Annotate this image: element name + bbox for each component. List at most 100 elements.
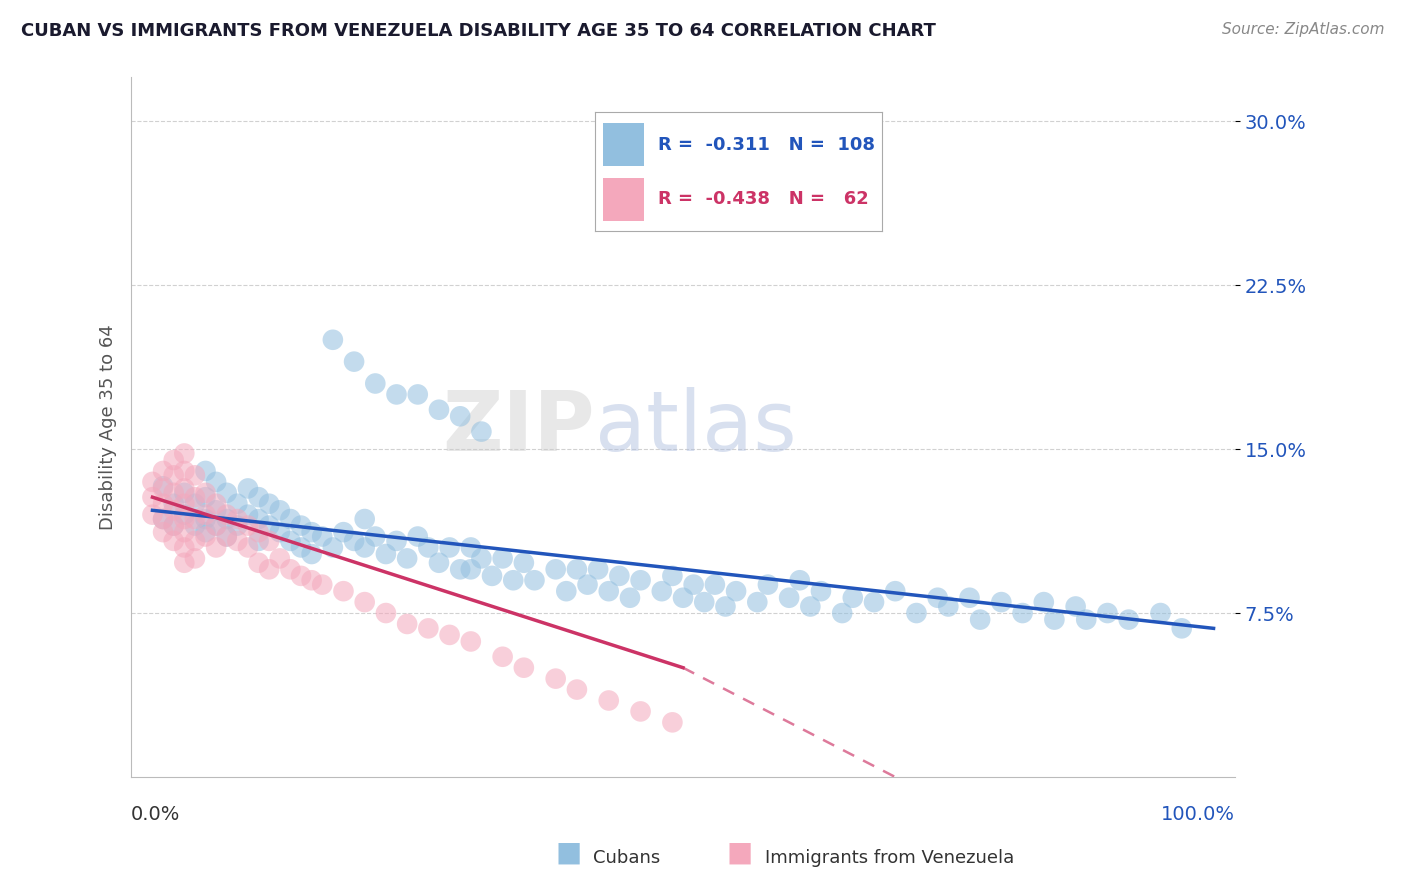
Point (215, 485, 238, 500)
Point (778, 591, 800, 605)
Point (152, 512, 174, 526)
Point (247, 556, 270, 570)
Point (290, 541, 312, 555)
Point (756, 577, 779, 591)
Point (1076, 613, 1098, 627)
Point (163, 518, 186, 533)
Point (184, 512, 207, 526)
Point (301, 525, 323, 540)
Point (619, 591, 641, 605)
Point (544, 562, 567, 576)
Point (173, 508, 195, 522)
Point (226, 497, 249, 511)
Point (205, 503, 228, 517)
Point (1097, 606, 1119, 620)
Point (714, 599, 737, 614)
Point (141, 475, 163, 489)
Point (152, 512, 174, 526)
Text: Source: ZipAtlas.com: Source: ZipAtlas.com (1222, 22, 1385, 37)
Point (205, 518, 228, 533)
Text: atlas: atlas (595, 387, 796, 467)
Point (215, 508, 238, 522)
Point (236, 541, 259, 555)
Point (194, 464, 217, 478)
Point (290, 569, 312, 583)
Point (247, 525, 270, 540)
Point (343, 533, 366, 548)
Point (936, 599, 959, 614)
Point (205, 475, 228, 489)
Text: ■: ■ (727, 839, 754, 867)
Point (290, 518, 312, 533)
Point (693, 595, 716, 609)
Point (470, 425, 492, 439)
Text: ZIP: ZIP (443, 387, 595, 467)
Point (194, 525, 217, 540)
Point (257, 533, 280, 548)
Point (152, 479, 174, 493)
Point (173, 485, 195, 500)
Point (141, 508, 163, 522)
Point (226, 533, 249, 548)
Point (364, 529, 387, 543)
Point (257, 562, 280, 576)
Point (905, 606, 928, 620)
Point (385, 533, 408, 548)
Point (163, 503, 186, 517)
Point (332, 525, 354, 540)
Text: 0.0%: 0.0% (131, 805, 180, 824)
Point (630, 705, 652, 719)
Point (374, 547, 396, 561)
Point (184, 551, 207, 566)
Point (481, 569, 503, 583)
Y-axis label: Disability Age 35 to 64: Disability Age 35 to 64 (100, 325, 117, 530)
Point (427, 556, 450, 570)
Point (576, 577, 599, 591)
Text: ■: ■ (555, 839, 582, 867)
Point (630, 574, 652, 588)
Point (491, 649, 513, 664)
Point (194, 508, 217, 522)
Point (173, 464, 195, 478)
Point (523, 574, 546, 588)
Point (194, 490, 217, 504)
Point (927, 591, 949, 605)
Point (353, 512, 375, 526)
Point (152, 482, 174, 496)
Point (555, 584, 578, 599)
Point (226, 518, 249, 533)
Point (513, 661, 536, 675)
Point (269, 551, 291, 566)
Point (439, 541, 461, 555)
Text: Immigrants from Venezuela: Immigrants from Venezuela (765, 849, 1014, 867)
Point (353, 595, 375, 609)
Point (152, 497, 174, 511)
Point (491, 551, 513, 566)
Point (236, 518, 259, 533)
Text: CUBAN VS IMMIGRANTS FROM VENEZUELA DISABILITY AGE 35 TO 64 CORRELATION CHART: CUBAN VS IMMIGRANTS FROM VENEZUELA DISAB… (21, 22, 936, 40)
Point (544, 672, 567, 686)
Point (215, 529, 238, 543)
Point (418, 541, 440, 555)
Point (990, 595, 1012, 609)
Point (236, 508, 259, 522)
Point (831, 606, 853, 620)
Point (280, 512, 302, 526)
Point (269, 525, 291, 540)
Point (184, 533, 207, 548)
Point (884, 584, 907, 599)
Point (799, 599, 821, 614)
Point (609, 569, 631, 583)
Point (682, 577, 704, 591)
Point (598, 584, 620, 599)
Point (215, 512, 238, 526)
Point (747, 595, 769, 609)
Point (269, 503, 291, 517)
Point (789, 574, 811, 588)
Point (247, 490, 270, 504)
Point (586, 562, 609, 576)
Point (173, 482, 195, 496)
Point (301, 547, 323, 561)
Point (842, 591, 865, 605)
Point (173, 556, 195, 570)
